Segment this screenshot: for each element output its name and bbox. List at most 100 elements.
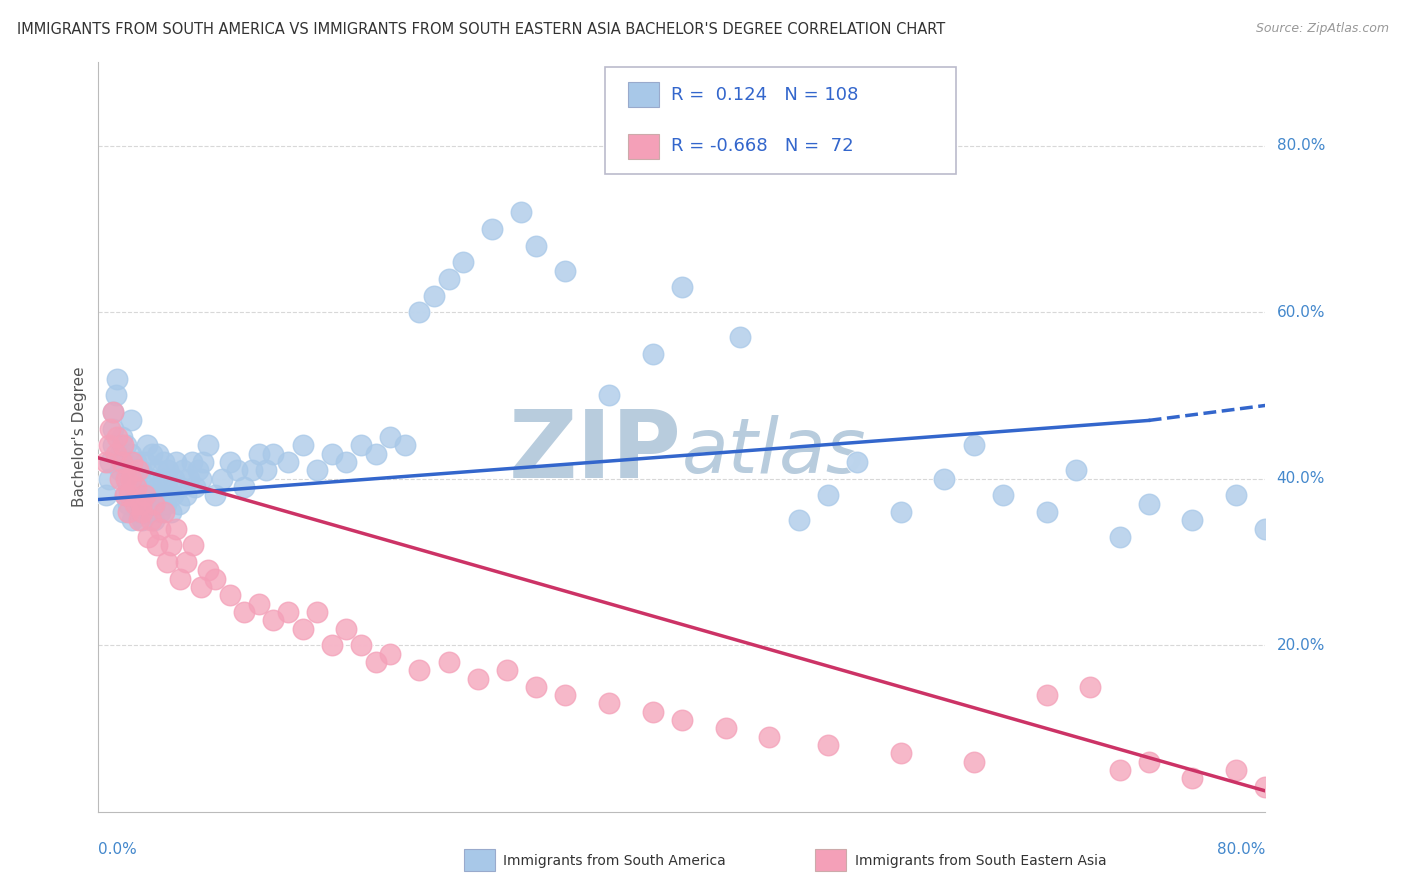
Point — [437, 272, 460, 286]
Point — [150, 488, 173, 502]
Point — [112, 438, 135, 452]
Point — [962, 755, 984, 769]
Point — [262, 613, 284, 627]
Point — [394, 438, 416, 452]
Point — [128, 480, 150, 494]
Point — [167, 497, 190, 511]
Point — [524, 238, 547, 252]
Point — [1225, 763, 1247, 777]
Point — [132, 480, 155, 494]
Point — [157, 463, 180, 477]
Point — [846, 455, 869, 469]
Point — [204, 572, 226, 586]
Point — [758, 730, 780, 744]
Point — [890, 747, 912, 761]
Point — [817, 738, 839, 752]
Point — [962, 438, 984, 452]
Point — [141, 447, 163, 461]
Text: Source: ZipAtlas.com: Source: ZipAtlas.com — [1256, 22, 1389, 36]
Point — [218, 588, 240, 602]
Point — [481, 222, 503, 236]
Text: Immigrants from South America: Immigrants from South America — [503, 854, 725, 868]
Point — [408, 305, 430, 319]
Point — [118, 488, 141, 502]
Point — [121, 513, 143, 527]
Text: 0.0%: 0.0% — [98, 842, 138, 857]
Point — [148, 447, 170, 461]
Point — [247, 447, 270, 461]
Point — [127, 463, 149, 477]
Point — [153, 505, 176, 519]
Point — [174, 555, 197, 569]
Point — [160, 505, 183, 519]
Point — [187, 463, 209, 477]
Point — [190, 472, 212, 486]
Point — [114, 488, 136, 502]
Point — [180, 455, 202, 469]
Point — [671, 713, 693, 727]
Point — [554, 688, 576, 702]
Point — [114, 488, 136, 502]
Point — [94, 488, 117, 502]
Point — [1108, 763, 1130, 777]
Text: 80.0%: 80.0% — [1218, 842, 1265, 857]
Point — [110, 463, 132, 477]
Point — [934, 472, 956, 486]
Point — [451, 255, 474, 269]
Point — [1064, 463, 1087, 477]
Point — [962, 755, 984, 769]
Point — [307, 605, 329, 619]
Point — [165, 455, 187, 469]
Point — [163, 472, 186, 486]
Point — [153, 455, 176, 469]
Point — [1225, 488, 1247, 502]
Point — [1225, 763, 1247, 777]
Point — [112, 438, 135, 452]
Point — [101, 405, 124, 419]
Point — [1254, 780, 1277, 794]
Point — [598, 388, 620, 402]
Point — [125, 480, 148, 494]
Point — [817, 738, 839, 752]
Point — [165, 522, 187, 536]
Point — [125, 455, 148, 469]
Point — [233, 605, 256, 619]
Point — [135, 438, 157, 452]
Point — [233, 605, 256, 619]
Point — [104, 447, 127, 461]
Point — [125, 480, 148, 494]
Point — [247, 447, 270, 461]
Point — [112, 505, 135, 519]
Point — [197, 438, 219, 452]
Point — [226, 463, 249, 477]
Point — [364, 447, 387, 461]
Point — [291, 622, 314, 636]
Point — [139, 472, 162, 486]
Point — [180, 455, 202, 469]
Text: 40.0%: 40.0% — [1277, 471, 1324, 486]
Text: R = -0.668   N =  72: R = -0.668 N = 72 — [671, 137, 853, 155]
Point — [262, 613, 284, 627]
Point — [181, 538, 204, 552]
Point — [134, 455, 156, 469]
Point — [142, 513, 165, 527]
Point — [1181, 772, 1204, 786]
Point — [148, 447, 170, 461]
Point — [156, 555, 179, 569]
Point — [1284, 772, 1306, 786]
Point — [204, 572, 226, 586]
Point — [139, 513, 162, 527]
Point — [1284, 497, 1306, 511]
Point — [118, 463, 141, 477]
Point — [554, 263, 576, 277]
Text: 80.0%: 80.0% — [1277, 138, 1324, 153]
Point — [510, 205, 533, 219]
Point — [165, 455, 187, 469]
Point — [101, 405, 124, 419]
Point — [117, 497, 139, 511]
Point — [129, 463, 152, 477]
Point — [142, 497, 165, 511]
Point — [277, 605, 299, 619]
Point — [128, 480, 150, 494]
Point — [149, 505, 172, 519]
